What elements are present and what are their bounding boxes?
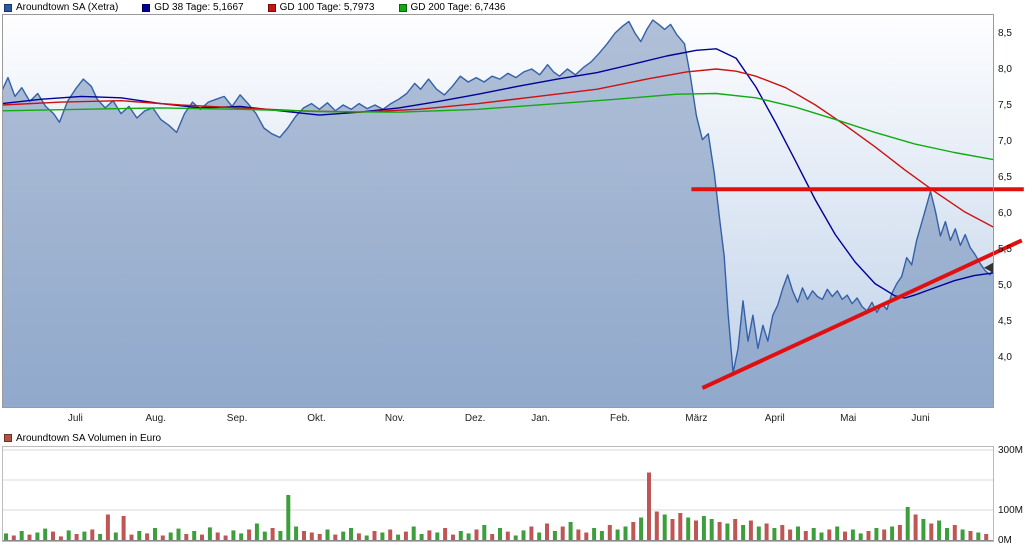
volume-legend-label: Aroundtown SA Volumen in Euro [16,432,162,444]
x-month-label: April [764,413,785,424]
price-chart [2,14,1034,408]
y-tick-label: 8,0 [998,64,1012,75]
y-tick-label: 5,5 [998,244,1012,255]
y-tick-label: 6,0 [998,208,1012,219]
x-month-label: Mai [840,413,857,424]
legend-label-price: Aroundtown SA (Xetra) [16,2,119,13]
volume-tick-label: 100M [998,505,1024,516]
legend-swatch-gd38 [142,3,151,12]
volume-tick-label: 0M [998,535,1012,546]
x-month-label: Sep. [226,413,248,424]
legend-label-gd38: GD 38 Tage: 5,1667 [154,2,244,13]
legend-item-price: Aroundtown SA (Xetra) [4,2,118,13]
x-month-label: März [685,413,708,424]
legend-swatch-price [4,3,12,12]
volume-chart-canvas [2,446,994,542]
x-month-label: Jan. [531,413,551,424]
y-tick-label: 7,0 [998,136,1012,147]
y-tick-label: 8,5 [998,28,1012,39]
volume-legend-swatch [4,434,12,442]
main-chart-legend: Aroundtown SA (Xetra) GD 38 Tage: 5,1667 G… [4,1,505,14]
x-month-label: Juli [67,413,83,424]
volume-tick-label: 300M [998,445,1024,456]
legend-item-gd100: GD 100 Tage: 5,7973 [267,2,375,13]
legend-label-gd200: GD 200 Tage: 6,7436 [410,2,506,13]
legend-item-gd200: GD 200 Tage: 6,7436 [398,2,506,13]
y-tick-label: 6,5 [998,172,1012,183]
legend-swatch-gd100 [267,3,276,12]
x-month-label: Juni [911,413,930,424]
x-month-label: Okt. [307,413,326,424]
y-tick-label: 5,0 [998,280,1012,291]
legend-label-gd100: GD 100 Tage: 5,7973 [279,2,375,13]
legend-item-gd38: GD 38 Tage: 5,1667 [142,2,244,13]
y-tick-label: 4,0 [998,352,1012,363]
volume-legend: Aroundtown SA Volumen in Euro [4,432,161,444]
legend-swatch-gd200 [398,3,407,12]
x-month-label: Nov. [384,413,405,424]
x-month-label: Aug. [145,413,167,424]
y-tick-label: 7,5 [998,100,1012,111]
x-month-label: Feb. [610,413,631,424]
volume-chart [2,446,994,542]
price-chart-canvas [2,14,1024,408]
x-month-label: Dez. [464,413,486,424]
y-tick-label: 4,5 [998,316,1012,327]
